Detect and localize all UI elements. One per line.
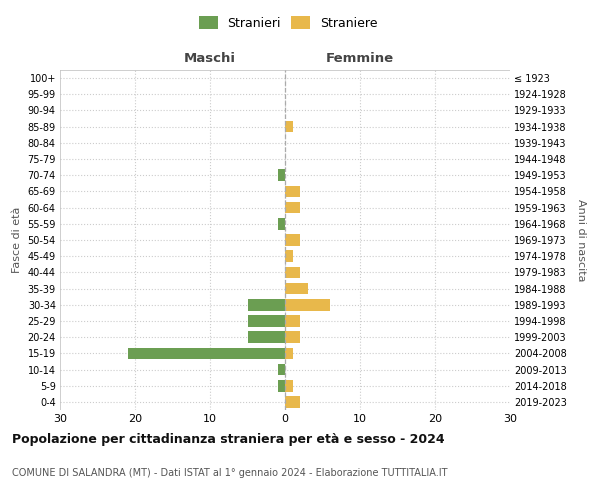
Bar <box>277 380 285 392</box>
Bar <box>285 348 293 359</box>
Bar <box>285 202 300 213</box>
Bar <box>285 396 300 407</box>
Bar <box>248 299 285 310</box>
Bar <box>285 315 300 327</box>
Bar <box>285 299 330 310</box>
Bar <box>277 364 285 376</box>
Text: Popolazione per cittadinanza straniera per età e sesso - 2024: Popolazione per cittadinanza straniera p… <box>12 432 445 446</box>
Bar <box>285 380 293 392</box>
Bar <box>277 170 285 181</box>
Bar <box>285 186 300 198</box>
Bar <box>277 218 285 230</box>
Bar <box>285 282 308 294</box>
Bar <box>285 332 300 343</box>
Text: Maschi: Maschi <box>184 52 236 65</box>
Bar <box>285 121 293 132</box>
Y-axis label: Fasce di età: Fasce di età <box>12 207 22 273</box>
Bar <box>285 266 300 278</box>
Bar <box>248 332 285 343</box>
Bar <box>285 250 293 262</box>
Bar <box>128 348 285 359</box>
Text: COMUNE DI SALANDRA (MT) - Dati ISTAT al 1° gennaio 2024 - Elaborazione TUTTITALI: COMUNE DI SALANDRA (MT) - Dati ISTAT al … <box>12 468 448 477</box>
Text: Femmine: Femmine <box>326 52 394 65</box>
Y-axis label: Anni di nascita: Anni di nascita <box>577 198 586 281</box>
Bar <box>285 234 300 246</box>
Bar <box>248 315 285 327</box>
Legend: Stranieri, Straniere: Stranieri, Straniere <box>199 16 377 30</box>
